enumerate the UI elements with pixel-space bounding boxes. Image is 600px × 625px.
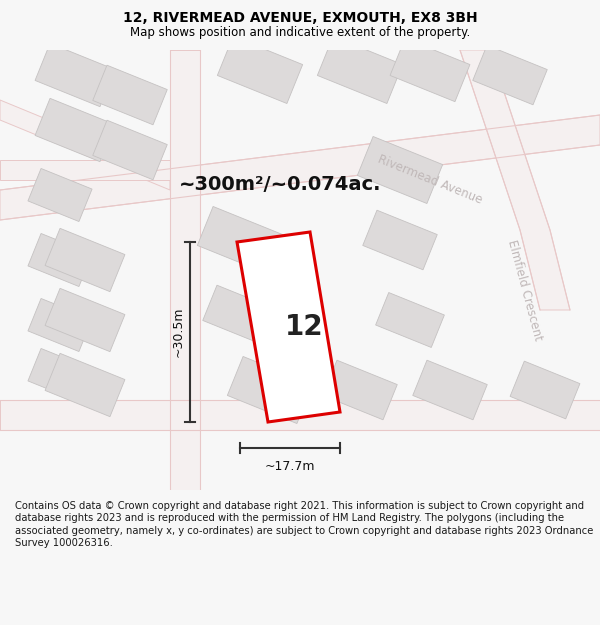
Polygon shape [237,232,340,422]
Polygon shape [93,65,167,125]
Polygon shape [413,360,487,420]
Text: ~30.5m: ~30.5m [172,307,185,358]
Polygon shape [390,38,470,102]
Polygon shape [217,36,302,104]
Text: ~300m²/~0.074ac.: ~300m²/~0.074ac. [179,176,381,194]
Polygon shape [35,98,115,162]
Polygon shape [460,50,570,310]
Polygon shape [45,228,125,292]
Polygon shape [28,234,92,286]
Polygon shape [45,288,125,352]
Polygon shape [227,356,313,424]
Text: Rivermead Avenue: Rivermead Avenue [376,153,484,207]
Polygon shape [93,120,167,180]
Polygon shape [317,36,403,104]
Polygon shape [363,210,437,270]
Text: 12, RIVERMEAD AVENUE, EXMOUTH, EX8 3BH: 12, RIVERMEAD AVENUE, EXMOUTH, EX8 3BH [122,11,478,25]
Polygon shape [376,292,445,348]
Polygon shape [323,360,397,420]
Polygon shape [28,349,92,401]
Polygon shape [45,353,125,417]
Text: Map shows position and indicative extent of the property.: Map shows position and indicative extent… [130,26,470,39]
Polygon shape [0,115,600,220]
Text: Elmfield Crescent: Elmfield Crescent [505,238,545,342]
Polygon shape [170,50,200,490]
Polygon shape [203,285,277,345]
Polygon shape [473,45,547,105]
Text: Contains OS data © Crown copyright and database right 2021. This information is : Contains OS data © Crown copyright and d… [15,501,593,548]
Polygon shape [28,299,92,351]
Polygon shape [0,100,170,190]
Polygon shape [0,160,170,180]
Text: 12: 12 [284,313,323,341]
Polygon shape [35,43,115,107]
Polygon shape [358,136,443,204]
Polygon shape [0,400,600,430]
Polygon shape [510,361,580,419]
Polygon shape [197,206,283,274]
Polygon shape [28,169,92,221]
Text: ~17.7m: ~17.7m [265,459,315,472]
